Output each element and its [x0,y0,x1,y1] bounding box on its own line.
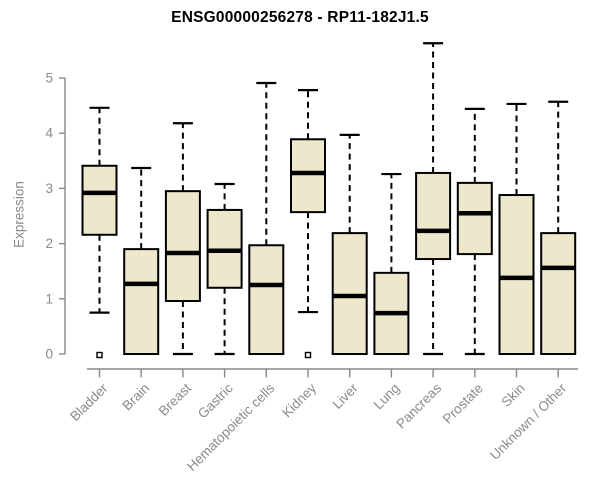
box-hematopoietic-cells [248,244,285,355]
x-tick-label: Pancreas [393,380,444,431]
x-tick-label: Breast [156,380,194,418]
box-breast [164,190,201,303]
y-tick-label: 2 [45,236,53,251]
y-tick-label: 5 [45,71,53,86]
box-kidney [290,138,326,214]
box-bladder [81,164,118,236]
x-tick-label: Lung [371,381,403,413]
y-tick-label: 3 [45,181,53,196]
x-tick-label: Skin [498,381,527,410]
y-tick-label: 0 [45,347,53,362]
x-tick-label: Prostate [440,381,486,427]
x-tick-label: Bladder [67,380,111,424]
box-liver [331,232,368,355]
outlier-point [96,351,103,359]
box-pancreas [415,171,452,261]
box-prostate [456,181,493,256]
box-unknown-other [540,232,577,355]
box-brain [123,248,160,355]
x-tick-label: Kidney [279,380,319,420]
x-tick-label: Gastric [195,380,236,421]
box-skin [498,194,535,355]
y-tick-label: 1 [45,291,53,306]
x-tick-label: Unknown / Other [487,380,570,463]
chart-title: ENSG00000256278 - RP11-182J1.5 [171,9,429,26]
x-tick-label: Brain [119,381,152,414]
outlier-point [304,351,312,359]
y-tick-label: 4 [45,126,53,141]
x-tick-label: Liver [330,380,362,412]
